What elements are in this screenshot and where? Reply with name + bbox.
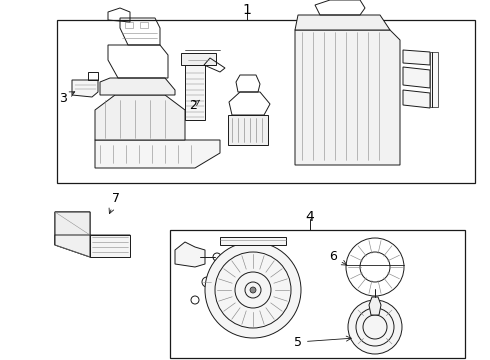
Polygon shape [403, 50, 430, 65]
Circle shape [250, 287, 256, 293]
Polygon shape [90, 235, 130, 257]
Polygon shape [403, 90, 430, 108]
Bar [140, 22, 148, 28]
Polygon shape [295, 15, 390, 30]
Polygon shape [228, 115, 268, 145]
Text: 7: 7 [109, 192, 120, 213]
Text: 1: 1 [243, 3, 251, 17]
Polygon shape [95, 140, 220, 168]
Circle shape [348, 300, 402, 354]
Bar [57, 20, 475, 183]
Bar [185, 65, 205, 120]
Polygon shape [369, 297, 381, 315]
Bar [170, 230, 465, 358]
Polygon shape [72, 80, 98, 97]
Bar [125, 22, 133, 28]
Polygon shape [175, 242, 205, 267]
Polygon shape [181, 53, 216, 65]
Text: 6: 6 [329, 251, 347, 265]
Text: 2: 2 [189, 99, 200, 112]
Polygon shape [295, 30, 400, 165]
Polygon shape [100, 78, 175, 95]
Text: 5: 5 [294, 336, 351, 348]
Text: 4: 4 [306, 210, 315, 224]
Bar [220, 237, 286, 245]
Polygon shape [403, 67, 430, 88]
Polygon shape [55, 235, 90, 257]
Circle shape [205, 242, 301, 338]
Polygon shape [95, 95, 185, 140]
Bar [430, 52, 438, 107]
Polygon shape [55, 212, 90, 245]
Text: 3: 3 [59, 91, 75, 104]
